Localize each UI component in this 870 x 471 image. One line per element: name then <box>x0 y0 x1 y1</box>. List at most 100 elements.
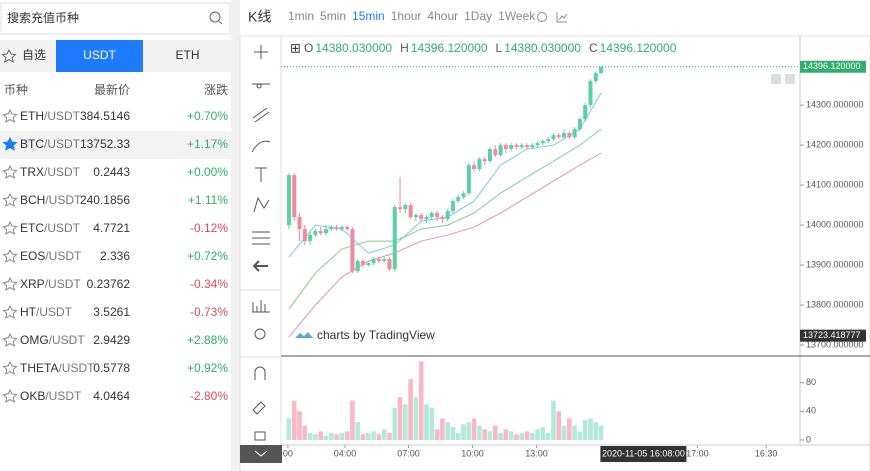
pattern-tool[interactable] <box>253 196 270 213</box>
volume-bar <box>503 429 509 440</box>
candle-body <box>435 213 440 218</box>
pair-base: OMG <box>20 333 49 347</box>
candle-body <box>487 149 492 162</box>
star-icon[interactable] <box>2 360 18 375</box>
volume-bar <box>440 418 445 440</box>
volume-bar <box>344 431 350 440</box>
candle-body <box>355 261 360 272</box>
pair[interactable]: BTC/USDT <box>20 137 81 151</box>
zoom-tool[interactable] <box>254 328 266 340</box>
interval[interactable]: 1Week <box>498 9 536 23</box>
crosshair-tool[interactable] <box>254 45 268 59</box>
volume-bar <box>572 425 577 440</box>
pair-base: OKB <box>20 389 45 403</box>
candle-body <box>308 235 313 242</box>
text-tool[interactable] <box>255 167 267 182</box>
lock-tool[interactable] <box>252 401 266 415</box>
x-tick-label: 07:00 <box>397 448 420 458</box>
pair[interactable]: HT/USDT <box>20 305 73 319</box>
scale-button[interactable] <box>771 74 781 84</box>
pair[interactable]: XRP/USDT <box>20 277 81 291</box>
volume-tick-label: 0 <box>806 434 811 444</box>
candle-body <box>519 145 524 148</box>
settings-icon[interactable] <box>537 12 547 22</box>
volume-bar <box>318 431 323 440</box>
pair[interactable]: THETA/USDT <box>20 361 95 375</box>
back-tool[interactable] <box>252 260 268 272</box>
search-box[interactable] <box>0 2 231 35</box>
visibility-tool[interactable] <box>254 431 266 441</box>
candle-body <box>498 145 503 156</box>
pair[interactable]: BCH/USDT <box>20 193 82 207</box>
pair[interactable]: OKB/USDT <box>20 389 82 403</box>
star-icon[interactable] <box>2 388 18 403</box>
measure-tool[interactable] <box>252 300 270 313</box>
pair-base: THETA <box>20 361 58 375</box>
collapse-button[interactable] <box>240 445 282 463</box>
volume-bar <box>313 434 318 440</box>
tab[interactable] <box>143 40 232 72</box>
interval[interactable]: 1hour <box>391 9 422 23</box>
pair-base: TRX <box>20 165 44 179</box>
y-tick-label: 14300.000000 <box>806 100 864 110</box>
row-highlight[interactable] <box>0 131 232 159</box>
candle-body <box>339 227 344 230</box>
interval[interactable]: 1Day <box>464 9 492 23</box>
star-icon[interactable] <box>1 48 17 63</box>
candle-body <box>302 229 307 242</box>
change: +0.92% <box>187 361 228 375</box>
candle-body <box>329 227 334 230</box>
star-icon[interactable] <box>2 304 18 319</box>
candle-body <box>461 193 466 198</box>
scale-button[interactable] <box>785 74 795 84</box>
volume-bar <box>593 422 599 440</box>
interval[interactable]: 1min <box>288 9 314 23</box>
price: 13752.33 <box>80 137 130 151</box>
volume-bar <box>302 425 308 440</box>
legend-value: 14396.120000 <box>600 41 677 55</box>
pair[interactable]: ETC/USDT <box>20 221 81 235</box>
interval[interactable]: 5min <box>320 9 346 23</box>
pair[interactable]: EOS/USDT <box>20 249 82 263</box>
pair-base: BTC <box>20 137 44 151</box>
crosshair-box <box>600 446 687 462</box>
magnet-tool[interactable] <box>254 366 266 380</box>
pair[interactable]: ETH/USDT <box>20 109 81 123</box>
interval[interactable]: 4hour <box>427 9 458 23</box>
tab[interactable] <box>56 40 143 72</box>
star-icon[interactable] <box>2 332 18 347</box>
change: -0.12% <box>190 221 228 235</box>
volume-bar <box>492 425 498 440</box>
price: 2.9429 <box>93 333 130 347</box>
interval[interactable]: 15min <box>352 9 385 23</box>
brush-tool[interactable] <box>251 140 271 153</box>
star-icon[interactable] <box>2 220 18 235</box>
search-icon[interactable] <box>209 11 221 23</box>
y-tick-label: 14000.000000 <box>806 219 864 229</box>
fib-tool[interactable] <box>252 231 270 245</box>
channel-tool[interactable] <box>252 107 270 123</box>
change: -0.73% <box>190 305 228 319</box>
star-icon[interactable] <box>2 164 18 179</box>
crosshair-label: 2020-11-05 16:08:00 <box>602 448 685 458</box>
star-icon[interactable] <box>2 248 18 263</box>
star-icon[interactable] <box>2 192 18 207</box>
legend-key: H <box>400 41 409 55</box>
star-icon[interactable] <box>2 136 18 151</box>
indicator-icon[interactable] <box>556 12 568 23</box>
star-icon[interactable] <box>2 276 18 291</box>
star-icon[interactable] <box>2 108 18 123</box>
volume-bar <box>582 419 588 440</box>
tab[interactable] <box>0 40 56 72</box>
legend-key: C <box>589 41 598 55</box>
candle-body <box>583 105 588 120</box>
candle-body <box>466 165 471 194</box>
pair[interactable]: OMG/USDT <box>20 333 85 347</box>
candle-body <box>345 227 350 230</box>
price: 384.5146 <box>80 109 130 123</box>
pair[interactable]: TRX/USDT <box>20 165 81 179</box>
pair-quote: /USDT <box>49 333 86 347</box>
candle-body <box>403 205 408 210</box>
table-header: 币种 <box>4 83 28 97</box>
line-tool[interactable] <box>252 83 270 89</box>
